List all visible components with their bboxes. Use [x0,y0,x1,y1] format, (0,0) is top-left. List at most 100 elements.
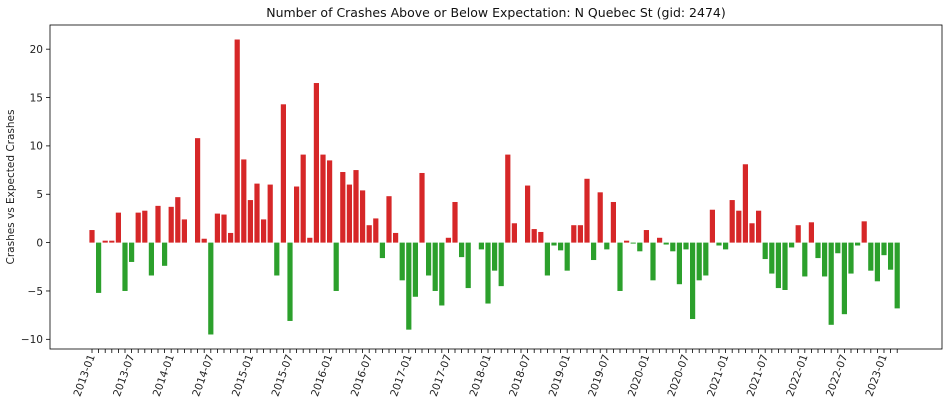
bar [637,242,643,252]
bar [894,242,900,309]
y-tick-label: 15 [30,92,43,104]
bar [696,242,702,281]
bar [274,242,280,276]
bar [874,242,880,282]
bar [247,200,253,243]
bar [452,201,458,243]
bar [340,172,346,243]
bar [142,210,148,243]
bar [148,242,154,276]
bar [729,200,735,243]
bar [327,160,333,243]
bar [115,212,121,243]
bar [406,242,412,330]
bar [742,164,748,243]
plot-area-frame [49,24,943,350]
bar [558,242,564,251]
bar [690,242,696,320]
bar [228,232,234,243]
bar [353,170,359,243]
bar [630,242,636,244]
bar [360,190,366,243]
bar [789,242,795,248]
bar [346,184,352,243]
y-tick-label: −5 [28,286,43,298]
bar [234,39,240,243]
bar [96,242,102,293]
bar [505,154,511,243]
bar [294,186,300,243]
bar [756,210,762,243]
bar [432,242,438,291]
bar [841,242,847,315]
bar [564,242,570,271]
bar [280,104,286,243]
bar [261,219,267,243]
bar [511,223,517,243]
bar [650,242,656,281]
bar [320,154,326,243]
bar [709,209,715,243]
bar [597,192,603,243]
bar [762,242,768,260]
bar [657,237,663,243]
bar [181,219,187,243]
bar [109,240,115,243]
bar [426,242,432,276]
bar [300,154,306,243]
bar [663,242,669,245]
bar [485,242,491,304]
bar [155,205,161,243]
bar [373,218,379,243]
bar [168,206,174,243]
bar [736,210,742,243]
bar [393,232,399,243]
bar [492,242,498,271]
chart-title: Number of Crashes Above or Below Expecta… [266,5,726,20]
bar [683,242,689,250]
y-tick-label: −10 [21,334,43,346]
bar [89,230,95,243]
bar [386,196,392,243]
bar [551,242,557,246]
bar [313,83,319,243]
bar [287,242,293,321]
bar [399,242,405,281]
bar [201,238,207,243]
bar [241,159,247,243]
bar [525,185,531,243]
bar [445,237,451,243]
bar [815,242,821,259]
bar [610,201,616,243]
bar [531,229,537,243]
bar [822,242,828,277]
bar [670,242,676,252]
bar [333,242,339,291]
bar [703,242,709,276]
bar [716,242,722,246]
bar [888,242,894,270]
bar [478,242,484,250]
bar [419,172,425,243]
bar [162,242,168,266]
bar [591,242,597,261]
bar [208,242,214,335]
y-tick-label: 10 [30,141,43,153]
bar [723,242,729,250]
bar [544,242,550,276]
bar [221,214,227,243]
bar [855,242,861,246]
bar [643,230,649,243]
bar [881,242,887,256]
bar [498,242,504,287]
bar [808,222,814,243]
bar [439,242,445,306]
bar [848,242,854,274]
bar [775,242,781,289]
bar [782,242,788,290]
bar [624,240,630,243]
y-tick-label: 0 [36,237,43,249]
bar [412,242,418,297]
